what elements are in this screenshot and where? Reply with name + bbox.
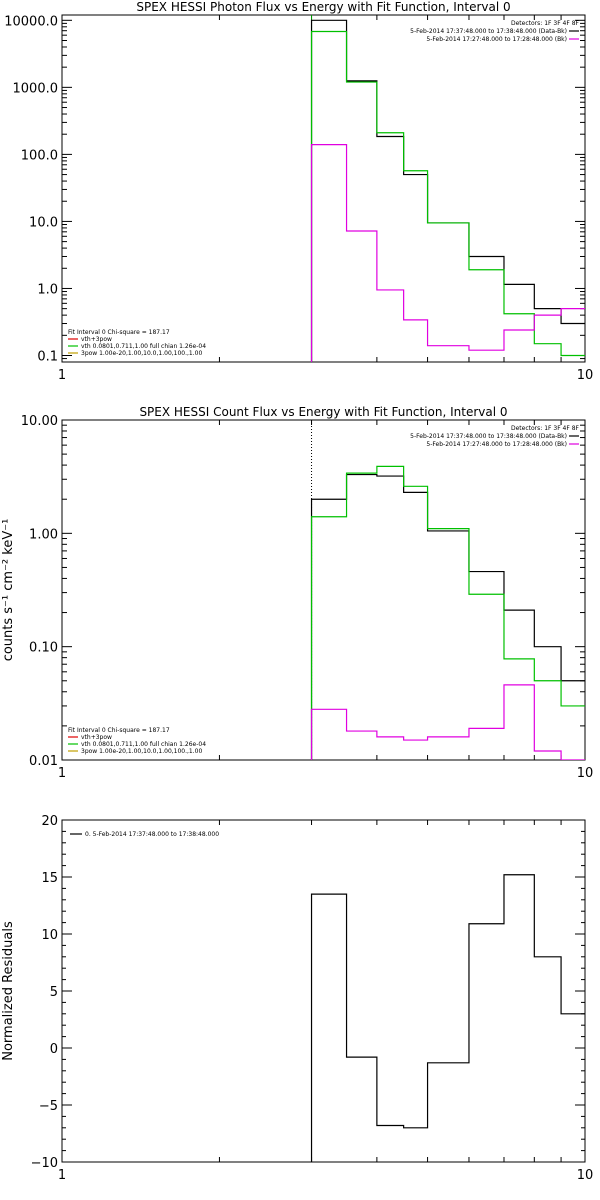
series-0-histogram: [310, 19, 585, 362]
fit-entry: vth 0.0801,0.711,1.00 full chian 1.26e-0…: [81, 343, 206, 350]
fit-entry: vth 0.0801,0.711,1.00 full chian 1.26e-0…: [81, 741, 206, 748]
legend-header: Detectors: 1F 3F 4F 8F: [511, 20, 580, 27]
x-tick-label: 1: [58, 368, 66, 383]
y-tick-label: 1000.0: [13, 81, 59, 96]
series-0-histogram: [310, 874, 585, 1162]
series-1-histogram: [310, 30, 585, 362]
y-tick-label: 0.1: [37, 350, 58, 365]
series-2-histogram: [310, 143, 585, 362]
series-2-histogram: [310, 684, 585, 760]
chart-title: SPEX HESSI Count Flux vs Energy with Fit…: [139, 405, 507, 419]
y-tick-label: 10.0: [29, 215, 58, 230]
fit-header: Fit Interval 0 Chi-square = 187.17: [68, 329, 170, 336]
legend-entry: 5-Feb-2014 17:27:48.000 to 17:28:48.000 …: [426, 441, 567, 448]
y-tick-label: 0.01: [29, 754, 58, 769]
fit-entry: 3pow 1.00e-20,1.00,10.0,1.00,100.,1.00: [81, 748, 202, 755]
series-group: [310, 874, 585, 1162]
fit-header: Fit Interval 0 Chi-square = 187.17: [68, 727, 170, 734]
y-tick-label: 0.10: [29, 641, 58, 656]
chart-resid: Normalized Residuals 1 10 −10 −5 0 5 10 15 20 0. 5…: [1, 814, 593, 1183]
chart-photon: SPEX HESSI Photon Flux vs Energy with Fi…: [4, 0, 593, 383]
series-group: [310, 465, 585, 760]
y-tick-label: 10000.0: [4, 14, 58, 29]
legend-entry: 5-Feb-2014 17:27:48.000 to 17:28:48.000 …: [426, 36, 567, 43]
y-tick-label: 100.0: [21, 148, 58, 163]
fit-entry: 3pow 1.00e-20,1.00,10.0,1.00,100.,1.00: [81, 350, 202, 357]
legend-header: Detectors: 1F 3F 4F 8F: [511, 425, 580, 432]
x-tick-label: 10: [577, 766, 594, 781]
y-tick-label: 10.00: [21, 414, 58, 429]
legend-entry: 5-Feb-2014 17:37:48.000 to 17:38:48.000 …: [410, 433, 567, 440]
legend-entry: 5-Feb-2014 17:37:48.000 to 17:38:48.000 …: [410, 28, 567, 35]
plot-frame: [61, 419, 586, 761]
series-1-histogram: [310, 465, 585, 760]
legend-top: 0. 5-Feb-2014 17:37:48.000 to 17:38:48.0…: [70, 831, 219, 838]
x-tick-label: 1: [58, 1168, 66, 1183]
legend-fit: Fit Interval 0 Chi-square = 187.17vth+3p…: [68, 727, 206, 755]
y-tick-label: 20: [41, 814, 58, 829]
y-tick-label: −5: [39, 1099, 58, 1114]
chart-title: SPEX HESSI Photon Flux vs Energy with Fi…: [136, 0, 510, 14]
x-tick-label: 1: [58, 766, 66, 781]
y-tick-label: 15: [41, 871, 58, 886]
y-axis-label: Normalized Residuals: [1, 921, 16, 1061]
x-tick-label: 10: [577, 368, 594, 383]
y-axis-label: counts s⁻¹ cm⁻² keV⁻¹: [1, 519, 16, 662]
fit-entry: vth+3pow: [81, 734, 112, 741]
y-tick-label: 1.00: [29, 527, 58, 542]
plot-frame: [61, 14, 586, 363]
chart-count: SPEX HESSI Count Flux vs Energy with Fit…: [1, 405, 593, 781]
series-0-histogram: [310, 473, 585, 760]
legend-entry: 0. 5-Feb-2014 17:37:48.000 to 17:38:48.0…: [85, 831, 219, 838]
y-tick-label: 5: [50, 985, 58, 1000]
y-tick-label: −10: [31, 1156, 58, 1171]
legend-top: Detectors: 1F 3F 4F 8F5-Feb-2014 17:37:4…: [410, 20, 579, 43]
plot-frame: [61, 819, 586, 1163]
legend-fit: Fit Interval 0 Chi-square = 187.17vth+3p…: [68, 329, 206, 357]
y-tick-label: 0: [50, 1042, 58, 1057]
x-tick-label: 10: [577, 1168, 594, 1183]
y-tick-label: 1.0: [37, 282, 58, 297]
legend-top: Detectors: 1F 3F 4F 8F5-Feb-2014 17:37:4…: [410, 425, 579, 448]
fit-entry: vth+3pow: [81, 336, 112, 343]
y-tick-label: 10: [41, 928, 58, 943]
series-group: [310, 19, 585, 362]
